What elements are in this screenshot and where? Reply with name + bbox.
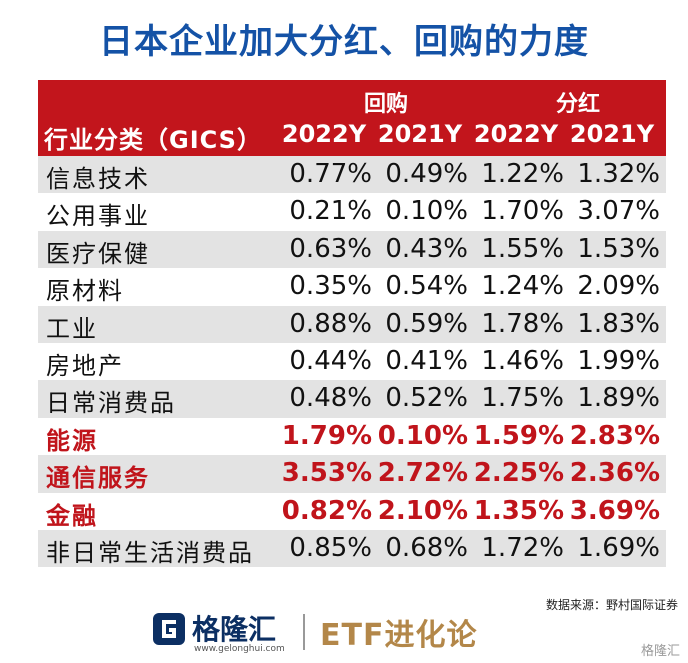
header-col-3: 2022Y <box>473 120 559 148</box>
value-cell: 0.35% <box>289 271 372 302</box>
industry-name: 信息技术 <box>46 165 150 193</box>
page-title: 日本企业加大分红、回购的力度 <box>99 22 589 62</box>
value-cell: 2.25% <box>473 458 564 489</box>
header-industry: 行业分类（GICS） <box>44 126 262 154</box>
value-cell: 1.69% <box>577 532 660 563</box>
header-col-2: 2021Y <box>377 120 463 148</box>
table-row: 房地产 0.44% 0.41% 1.46% 1.99% <box>38 342 666 381</box>
table-row: 能源 1.79% 0.10% 1.59% 2.83% <box>38 417 666 456</box>
industry-name: 非日常生活消费品 <box>46 538 254 567</box>
value-cell: 0.43% <box>385 233 468 264</box>
industry-name: 原材料 <box>46 277 124 306</box>
table-row: 信息技术 0.77% 0.49% 1.22% 1.32% <box>38 156 666 194</box>
value-cell: 0.44% <box>289 345 372 376</box>
value-cell: 1.24% <box>481 271 564 302</box>
value-cell: 0.85% <box>289 532 372 563</box>
industry-name: 工业 <box>46 314 98 343</box>
value-cell: 2.09% <box>577 271 660 302</box>
value-cell: 0.59% <box>385 308 468 339</box>
value-cell: 2.72% <box>377 458 468 489</box>
logo-url: www.gelonghui.com <box>194 644 285 654</box>
value-cell: 0.10% <box>377 420 468 451</box>
industry-name: 公用事业 <box>46 202 150 231</box>
value-cell: 1.53% <box>577 233 660 264</box>
header-group-buyback: 回购 <box>363 92 408 117</box>
value-cell: 0.82% <box>281 495 372 526</box>
value-cell: 1.70% <box>481 196 564 227</box>
value-cell: 0.41% <box>385 345 468 376</box>
header-col-4: 2021Y <box>569 120 655 148</box>
value-cell: 0.49% <box>385 159 468 189</box>
value-cell: 0.48% <box>289 383 372 414</box>
logo-text: 格隆汇 <box>192 613 277 646</box>
value-cell: 3.07% <box>577 196 660 227</box>
table-header-column-row: 行业分类（GICS） 2022Y 2021Y 2022Y 2021Y <box>38 116 666 156</box>
watermark: 格隆汇 <box>640 644 680 659</box>
brand-name: ETF进化论 <box>320 618 478 653</box>
value-cell: 0.77% <box>289 159 372 189</box>
value-cell: 1.59% <box>473 420 564 451</box>
value-cell: 1.55% <box>481 233 564 264</box>
data-table: 回购 分红 行业分类（GICS） 2022Y 2021Y 2022Y 2021Y… <box>38 80 666 568</box>
table-row: 公用事业 0.21% 0.10% 1.70% 3.07% <box>38 193 666 231</box>
value-cell: 0.52% <box>385 383 468 414</box>
industry-name: 日常消费品 <box>46 389 176 418</box>
value-cell: 1.32% <box>577 159 660 189</box>
industry-name: 金融 <box>46 500 98 530</box>
value-cell: 1.99% <box>577 345 660 376</box>
gelonghui-logo-icon <box>153 613 185 645</box>
table-row: 医疗保健 0.63% 0.43% 1.55% 1.53% <box>38 230 666 269</box>
table-row: 通信服务 3.53% 2.72% 2.25% 2.36% <box>38 455 666 493</box>
value-cell: 1.78% <box>481 308 564 339</box>
value-cell: 1.22% <box>481 159 564 189</box>
value-cell: 1.46% <box>481 345 564 376</box>
value-cell: 3.69% <box>569 495 660 526</box>
value-cell: 1.75% <box>481 383 564 414</box>
footer-divider <box>303 614 305 650</box>
value-cell: 3.53% <box>281 458 372 489</box>
value-cell: 1.35% <box>473 495 564 526</box>
header-col-1: 2022Y <box>281 120 367 148</box>
value-cell: 0.68% <box>385 532 468 563</box>
footer: 格隆汇 www.gelonghui.com ETF进化论 格隆汇 <box>0 604 688 663</box>
table-row: 金融 0.82% 2.10% 1.35% 3.69% <box>38 492 666 530</box>
value-cell: 1.79% <box>281 420 372 451</box>
value-cell: 1.72% <box>481 532 564 563</box>
value-cell: 0.21% <box>289 196 372 227</box>
value-cell: 0.54% <box>385 271 468 302</box>
table-row: 非日常生活消费品 0.85% 0.68% 1.72% 1.69% <box>38 529 666 568</box>
table-header-group-row: 回购 分红 <box>38 80 666 117</box>
value-cell: 1.83% <box>577 308 660 339</box>
industry-name: 房地产 <box>46 351 124 380</box>
industry-name: 医疗保健 <box>46 239 150 268</box>
value-cell: 0.63% <box>289 233 372 264</box>
value-cell: 2.10% <box>377 495 468 526</box>
table-body: 信息技术 0.77% 0.49% 1.22% 1.32% 公用事业 0.21% 0.10% 1.… <box>38 156 666 568</box>
source-note: 数据来源：野村国际证券 <box>545 598 678 612</box>
header-group-dividend: 分红 <box>555 92 600 117</box>
value-cell: 1.89% <box>577 383 660 414</box>
table-row: 工业 0.88% 0.59% 1.78% 1.83% <box>38 305 666 343</box>
value-cell: 0.88% <box>289 308 372 339</box>
industry-name: 能源 <box>46 425 98 455</box>
industry-name: 通信服务 <box>46 463 150 493</box>
table-row: 原材料 0.35% 0.54% 1.24% 2.09% <box>38 268 666 306</box>
table-row: 日常消费品 0.48% 0.52% 1.75% 1.89% <box>38 380 666 418</box>
value-cell: 0.10% <box>385 196 468 227</box>
value-cell: 2.83% <box>569 420 660 451</box>
value-cell: 2.36% <box>569 458 660 489</box>
